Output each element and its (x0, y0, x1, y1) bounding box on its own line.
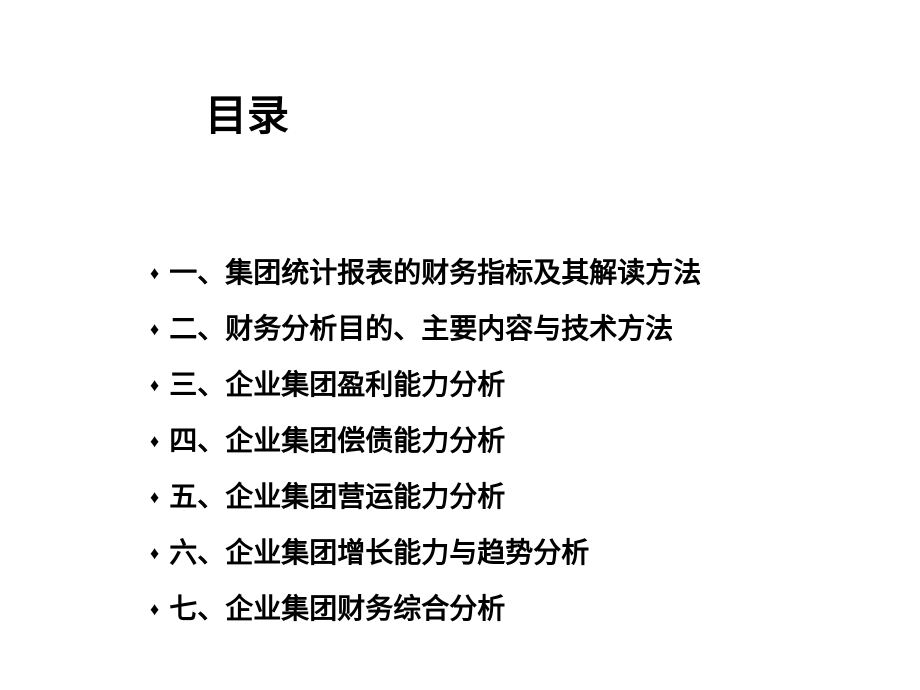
toc-item-text: 一、集团统计报表的财务指标及其解读方法 (169, 252, 701, 294)
toc-item: ♦ 一、集团统计报表的财务指标及其解读方法 (150, 252, 701, 294)
toc-item-text: 六、企业集团增长能力与趋势分析 (169, 532, 589, 574)
toc-item-text: 五、企业集团营运能力分析 (169, 476, 505, 518)
diamond-bullet-icon: ♦ (150, 600, 159, 618)
diamond-bullet-icon: ♦ (150, 488, 159, 506)
toc-item-text: 三、企业集团盈利能力分析 (169, 364, 505, 406)
toc-item: ♦ 七、企业集团财务综合分析 (150, 588, 701, 630)
toc-item: ♦ 三、企业集团盈利能力分析 (150, 364, 701, 406)
toc-list: ♦ 一、集团统计报表的财务指标及其解读方法 ♦ 二、财务分析目的、主要内容与技术… (150, 252, 701, 644)
toc-item: ♦ 二、财务分析目的、主要内容与技术方法 (150, 308, 701, 350)
toc-item: ♦ 四、企业集团偿债能力分析 (150, 420, 701, 462)
diamond-bullet-icon: ♦ (150, 376, 159, 394)
diamond-bullet-icon: ♦ (150, 264, 159, 282)
diamond-bullet-icon: ♦ (150, 432, 159, 450)
toc-item: ♦ 五、企业集团营运能力分析 (150, 476, 701, 518)
toc-item: ♦ 六、企业集团增长能力与趋势分析 (150, 532, 701, 574)
diamond-bullet-icon: ♦ (150, 544, 159, 562)
toc-item-text: 二、财务分析目的、主要内容与技术方法 (169, 308, 673, 350)
slide-container: 目录 ♦ 一、集团统计报表的财务指标及其解读方法 ♦ 二、财务分析目的、主要内容… (0, 0, 920, 690)
toc-item-text: 四、企业集团偿债能力分析 (169, 420, 505, 462)
page-title: 目录 (205, 82, 289, 143)
toc-item-text: 七、企业集团财务综合分析 (169, 588, 505, 630)
diamond-bullet-icon: ♦ (150, 320, 159, 338)
